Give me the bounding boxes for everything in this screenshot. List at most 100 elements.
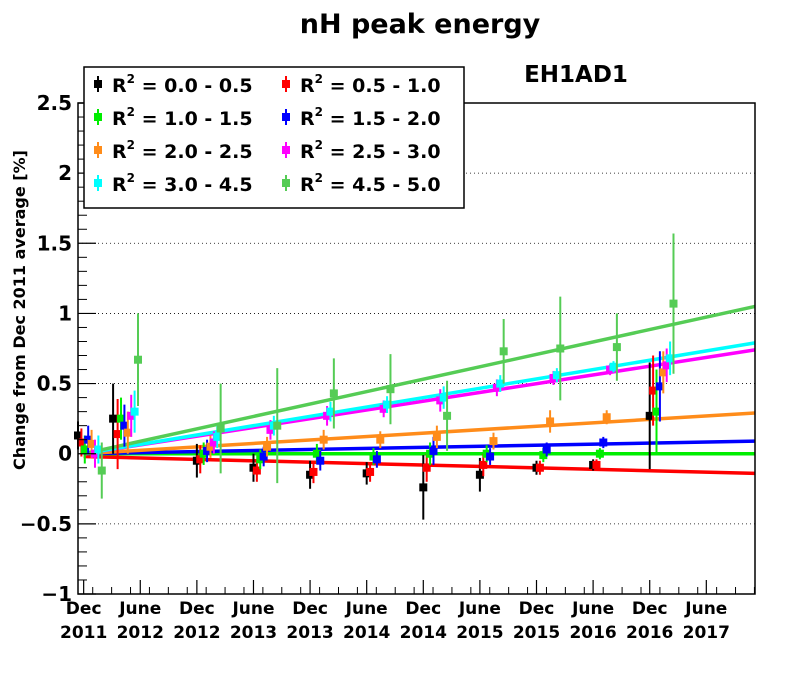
chart-subtitle: EH1AD1 (524, 62, 628, 88)
fit-line (83, 304, 756, 456)
y-tick-label: 2.5 (37, 91, 72, 115)
legend-marker (94, 113, 102, 121)
data-point (439, 393, 448, 402)
x-tick-label: June (118, 599, 161, 619)
x-tick-label: 2013 (230, 623, 277, 643)
data-point (556, 344, 565, 353)
data-point (372, 455, 381, 464)
data-point (432, 432, 441, 441)
data-point (599, 438, 608, 447)
x-tick-label: 2015 (513, 623, 560, 643)
data-point (312, 449, 321, 458)
data-point (263, 442, 272, 451)
data-point (609, 362, 618, 371)
y-tick-label: 1.5 (37, 231, 72, 255)
data-point (209, 438, 218, 447)
data-point (87, 439, 96, 448)
data-point (252, 466, 261, 475)
legend-entry: R2 = 0.5 - 1.0 (282, 72, 441, 97)
data-point (383, 400, 392, 409)
legend-label: R2 = 2.5 - 3.0 (300, 138, 441, 163)
y-tick-label: −0.5 (20, 512, 72, 536)
data-point (592, 460, 601, 469)
data-point (127, 411, 136, 420)
data-point (376, 435, 385, 444)
y-tick-label: 0.5 (37, 372, 72, 396)
data-point (669, 299, 678, 308)
data-point (109, 414, 118, 423)
legend-label: R2 = 0.5 - 1.0 (300, 72, 441, 97)
legend-box (83, 66, 465, 209)
data-point (316, 456, 325, 465)
x-tick-label: June (231, 599, 274, 619)
data-point (542, 445, 551, 454)
data-point (422, 463, 431, 472)
data-point (120, 421, 129, 430)
legend-label: R2 = 1.5 - 2.0 (300, 105, 441, 130)
legend-marker (282, 146, 290, 154)
data-point (326, 407, 335, 416)
x-tick-label: 2011 (60, 623, 107, 643)
data-point (273, 421, 282, 430)
data-point (196, 455, 205, 464)
data-point (499, 347, 508, 356)
x-tick-label: Dec (179, 599, 215, 619)
data-point (366, 467, 375, 476)
data-point (602, 413, 611, 422)
data-point (266, 425, 275, 434)
data-point (429, 446, 438, 455)
legend-marker (282, 80, 290, 88)
x-tick-label: Dec (632, 599, 668, 619)
fit-line (83, 411, 756, 456)
x-tick-label: June (571, 599, 614, 619)
data-point (475, 470, 484, 479)
legend-label: R2 = 3.0 - 4.5 (112, 171, 253, 196)
data-point (97, 466, 106, 475)
data-point (652, 407, 661, 416)
legend-entry: R2 = 2.5 - 3.0 (282, 138, 441, 163)
legend: R2 = 0.0 - 0.5 R2 = 0.5 - 1.0 R2 = 1.0 - 1… (83, 66, 465, 209)
x-tick-label: 2014 (343, 623, 390, 643)
y-tick-label: 0 (58, 442, 72, 466)
legend-label: R2 = 4.5 - 5.0 (300, 171, 441, 196)
data-point (206, 442, 215, 451)
x-tick-label: 2015 (456, 623, 503, 643)
data-point (84, 435, 93, 444)
data-point (666, 354, 675, 363)
data-point (662, 361, 671, 370)
x-tick-label: Dec (405, 599, 441, 619)
data-point (94, 445, 103, 454)
legend-marker (282, 113, 290, 121)
data-point (113, 430, 122, 439)
data-point (479, 460, 488, 469)
data-point (645, 411, 654, 420)
legend-entry: R2 = 1.5 - 2.0 (282, 105, 441, 130)
data-point (443, 411, 452, 420)
data-point (203, 446, 212, 455)
x-axis: Dec 2011 June 2012 Dec 2012 June 2013 Dec 2013 Jun… (60, 580, 755, 643)
data-point (419, 483, 428, 492)
y-axis-label: Change from Dec 2011 average [%] (10, 150, 29, 470)
x-tick-label: 2012 (173, 623, 220, 643)
x-tick-label: 2016 (626, 623, 673, 643)
data-point (329, 389, 338, 398)
data-point (546, 417, 555, 426)
x-tick-label: 2014 (400, 623, 447, 643)
data-point (552, 371, 561, 380)
data-point (216, 424, 225, 433)
data-point (117, 414, 126, 423)
data-point (130, 407, 139, 416)
data-point (492, 383, 501, 392)
data-point (489, 437, 498, 446)
x-tick-label: Dec (519, 599, 555, 619)
data-point (486, 452, 495, 461)
legend-entry: R2 = 4.5 - 5.0 (282, 171, 441, 196)
data-point (123, 428, 132, 437)
y-tick-label: 1 (58, 301, 72, 325)
data-point (379, 404, 388, 413)
data-point (612, 343, 621, 352)
x-tick-label: June (684, 599, 727, 619)
data-point (496, 379, 505, 388)
x-tick-label: 2016 (569, 623, 616, 643)
